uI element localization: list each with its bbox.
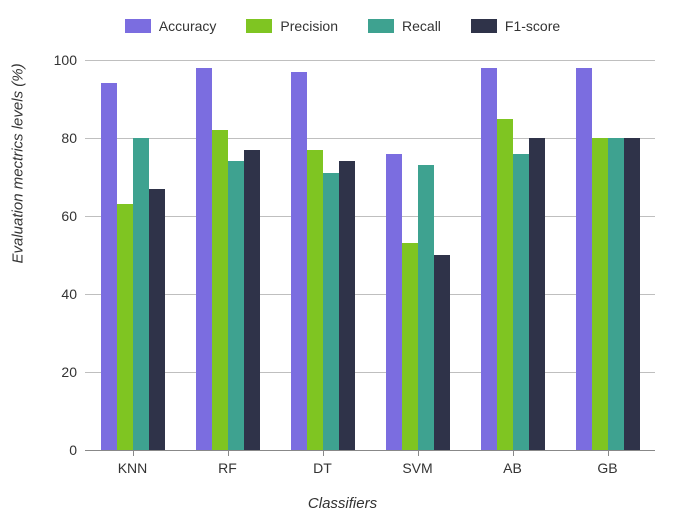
bars-layer	[85, 60, 655, 450]
legend-label: Precision	[280, 18, 338, 34]
bar	[386, 154, 402, 450]
y-tick-label: 20	[47, 364, 77, 380]
legend-item: Precision	[246, 18, 338, 34]
x-tick-mark	[418, 450, 419, 456]
bar	[323, 173, 339, 450]
bar	[434, 255, 450, 450]
x-tick-label: KNN	[118, 460, 148, 476]
legend: Accuracy Precision Recall F1-score	[10, 10, 675, 46]
x-tick-label: SVM	[402, 460, 432, 476]
bar	[228, 161, 244, 450]
bar	[529, 138, 545, 450]
bar	[149, 189, 165, 450]
bar	[513, 154, 529, 450]
legend-item: F1-score	[471, 18, 560, 34]
bar	[592, 138, 608, 450]
bar	[212, 130, 228, 450]
x-tick-label: GB	[597, 460, 617, 476]
x-axis-line	[85, 450, 655, 451]
bar	[497, 119, 513, 451]
bar	[196, 68, 212, 450]
y-axis: 020406080100	[45, 60, 85, 450]
legend-swatch	[368, 19, 394, 33]
x-tick-mark	[228, 450, 229, 456]
legend-label: Recall	[402, 18, 441, 34]
legend-label: F1-score	[505, 18, 560, 34]
y-tick-label: 60	[47, 208, 77, 224]
bar	[481, 68, 497, 450]
x-tick-mark	[513, 450, 514, 456]
legend-item: Recall	[368, 18, 441, 34]
legend-swatch	[125, 19, 151, 33]
bar	[418, 165, 434, 450]
legend-label: Accuracy	[159, 18, 217, 34]
x-tick-mark	[133, 450, 134, 456]
x-tick-mark	[608, 450, 609, 456]
x-tick-label: DT	[313, 460, 332, 476]
plot-area	[85, 60, 655, 450]
bar	[624, 138, 640, 450]
bar	[117, 204, 133, 450]
x-tick-mark	[323, 450, 324, 456]
y-tick-label: 0	[47, 442, 77, 458]
y-tick-label: 100	[47, 52, 77, 68]
bar	[244, 150, 260, 450]
x-tick-label: AB	[503, 460, 522, 476]
bar	[608, 138, 624, 450]
bar	[307, 150, 323, 450]
y-axis-label: Evaluation mectrics levels (%)	[10, 63, 27, 263]
y-tick-label: 80	[47, 130, 77, 146]
bar	[133, 138, 149, 450]
bar	[339, 161, 355, 450]
x-axis-label: Classifiers	[308, 495, 377, 512]
x-tick-label: RF	[218, 460, 237, 476]
legend-swatch	[246, 19, 272, 33]
bar	[101, 83, 117, 450]
bar	[291, 72, 307, 450]
legend-item: Accuracy	[125, 18, 217, 34]
y-tick-label: 40	[47, 286, 77, 302]
bar	[576, 68, 592, 450]
bar	[402, 243, 418, 450]
legend-swatch	[471, 19, 497, 33]
chart-container: Accuracy Precision Recall F1-score Evaluati…	[10, 10, 675, 515]
